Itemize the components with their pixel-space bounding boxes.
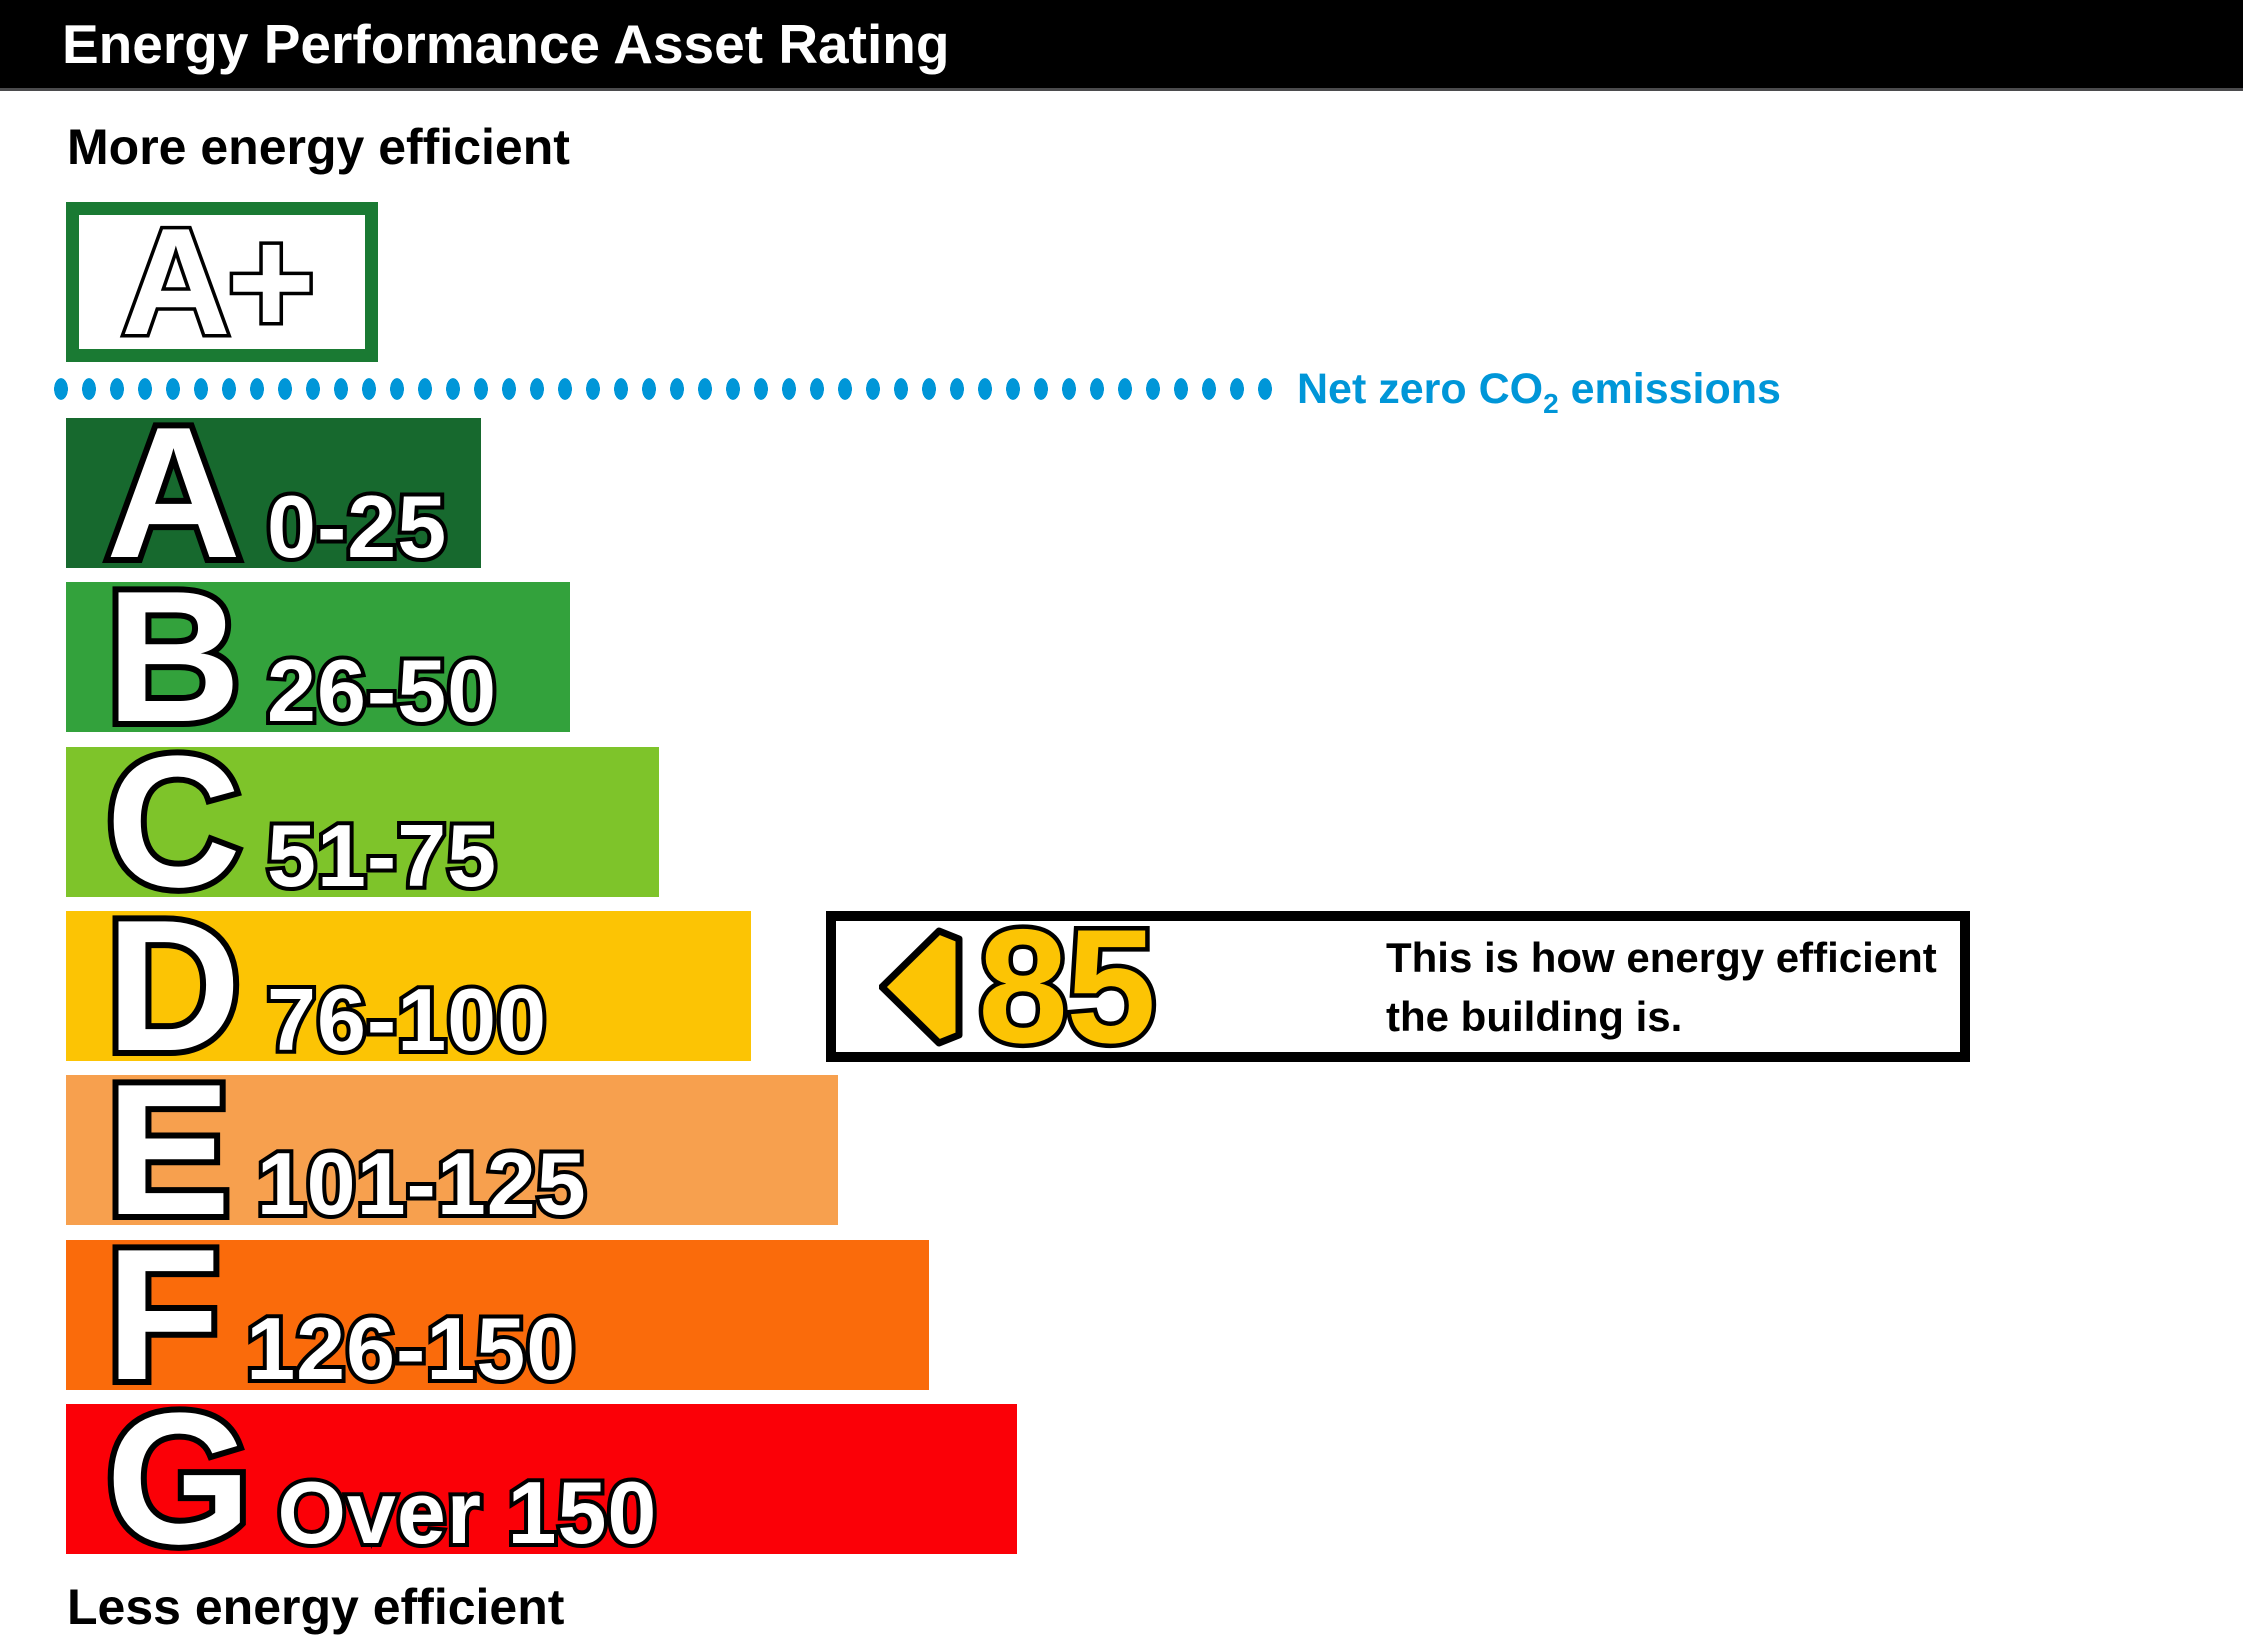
left-arrow-icon (879, 927, 963, 1046)
current-rating-caption: This is how energy efficient the buildin… (1386, 928, 1937, 1046)
current-rating-value: 85 85 (973, 895, 1160, 1077)
band-letter: B B (100, 552, 247, 761)
caption-line-1: This is how energy efficient (1386, 933, 1937, 981)
header-bar: Energy Performance Asset Rating (0, 0, 2243, 91)
band-row-C: C C 51-75 51-75 (66, 717, 659, 926)
net-zero-text-suffix: emissions (1558, 365, 1781, 413)
caption-line-2: the building is. (1386, 992, 1683, 1040)
net-zero-dotted-line (47, 378, 1279, 400)
aplus-label: A+ A+ (118, 197, 320, 367)
co2-subscript: 2 (1543, 388, 1559, 419)
less-efficient-label: Less energy efficient (67, 1579, 565, 1635)
page-title: Energy Performance Asset Rating (62, 13, 950, 75)
current-rating-box: 85 85 This is how energy efficient the b… (826, 901, 1970, 1072)
band-range: 76-100 76-100 (263, 966, 550, 1073)
net-zero-text-prefix: Net zero CO (1297, 365, 1544, 413)
band-letter: E E (100, 1045, 237, 1254)
band-letter: C C (100, 717, 247, 926)
band-letter: D D (100, 881, 247, 1090)
band-letter: A A (100, 388, 247, 597)
more-efficient-label: More energy efficient (67, 119, 570, 175)
band-range: Over 150 Over 150 (273, 1459, 660, 1566)
band-range: 51-75 51-75 (263, 802, 500, 909)
net-zero-label: Net zero CO2 emissions (1297, 368, 1781, 425)
band-row-D: D D 76-100 76-100 (66, 881, 751, 1090)
band-row-B: B B 26-50 26-50 (66, 552, 570, 761)
band-row-A: A A 0-25 0-25 (66, 388, 481, 597)
aplus-band-box: A+ A+ (66, 202, 378, 362)
band-row-E: E E 101-125 101-125 (66, 1045, 838, 1254)
band-range: 126-150 126-150 (242, 1295, 579, 1402)
band-row-F: F F 126-150 126-150 (66, 1210, 929, 1419)
band-range: 0-25 0-25 (263, 473, 450, 580)
band-letter: G G (100, 1374, 258, 1583)
band-range: 26-50 26-50 (263, 637, 500, 744)
band-letter: F F (100, 1210, 226, 1419)
band-range: 101-125 101-125 (253, 1130, 590, 1237)
band-row-G: G G Over 150 Over 150 (66, 1374, 1017, 1583)
